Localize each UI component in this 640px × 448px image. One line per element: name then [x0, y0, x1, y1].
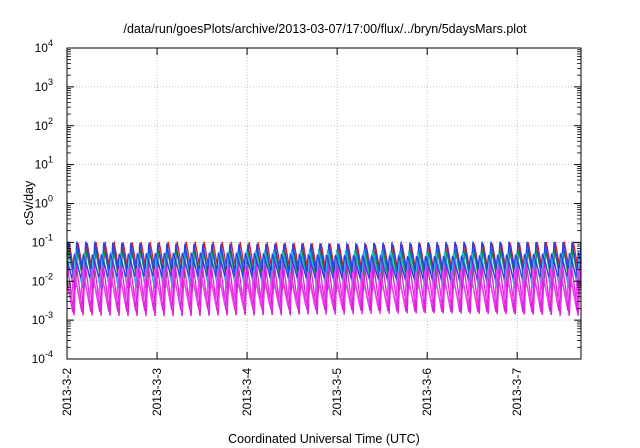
series-line — [66, 240, 582, 285]
x-tick-label: 2013-3-6 — [420, 368, 434, 416]
x-tick-label: 2013-3-5 — [330, 368, 344, 416]
y-tick-label: 10-2 — [32, 271, 53, 288]
y-tick-label: 100 — [35, 194, 53, 211]
y-tick-label: 101 — [35, 155, 53, 172]
x-tick-label: 2013-3-4 — [240, 368, 254, 416]
x-axis: 2013-3-2 2013-3-3 2013-3-4 2013-3-5 2013-3-6… — [60, 48, 524, 416]
y-tick-label: 104 — [35, 38, 53, 55]
x-tick-label: 2013-3-3 — [150, 368, 164, 416]
y-tick-label: 10-3 — [32, 310, 53, 327]
x-tick-label: 2013-3-7 — [510, 368, 524, 416]
y-tick-label: 103 — [35, 77, 53, 94]
chart-title: /data/run/goesPlots/archive/2013-03-07/1… — [123, 22, 527, 36]
y-tick-label: 10-1 — [32, 232, 53, 249]
y-tick-label: 10-4 — [32, 349, 53, 366]
x-axis-label: Coordinated Universal Time (UTC) — [228, 432, 420, 446]
y-axis-label: cSv/day — [22, 180, 36, 225]
series-line — [66, 267, 582, 307]
grid-lines — [66, 48, 581, 359]
series-line — [66, 250, 582, 282]
series-line — [66, 240, 582, 286]
x-tick-label: 2013-3-2 — [60, 368, 74, 416]
plot-frame — [66, 47, 582, 360]
y-tick-label: 102 — [35, 116, 53, 133]
data-series — [66, 240, 582, 318]
y-axis: 10-4 10-3 10-2 10-1 100 101 102 103 104 — [32, 38, 581, 366]
